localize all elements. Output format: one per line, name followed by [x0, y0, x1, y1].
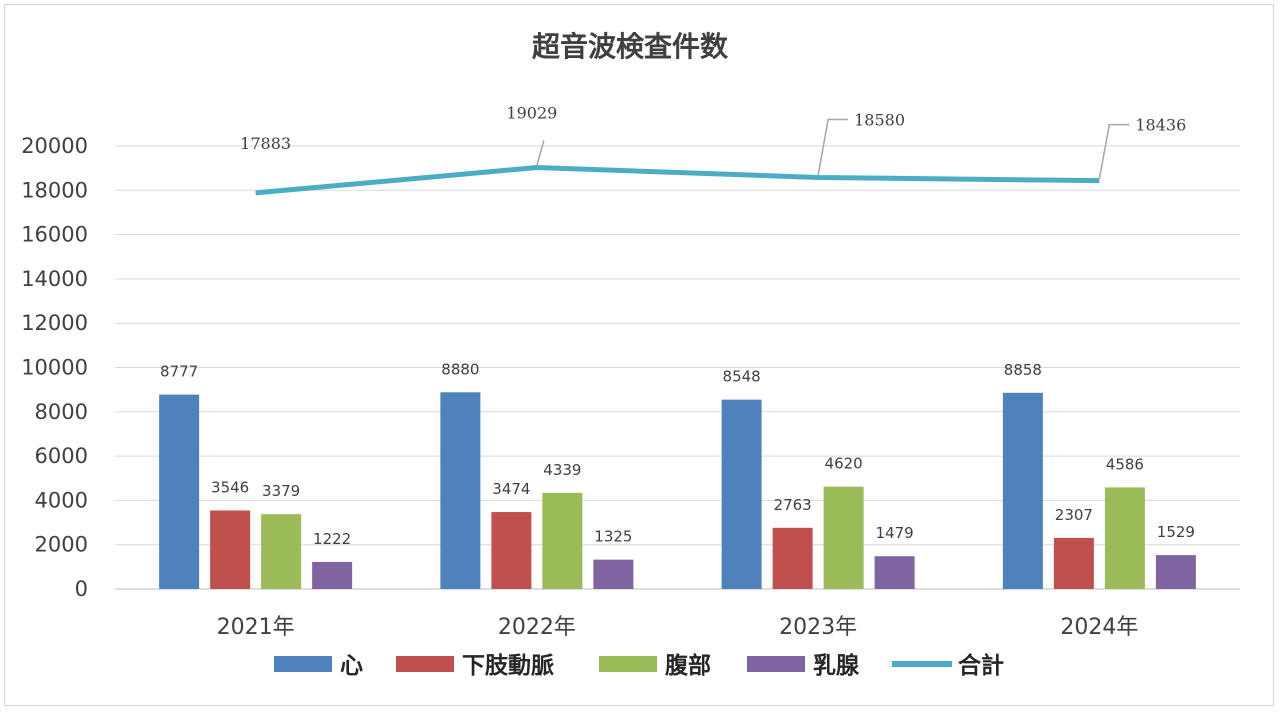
total-series-line	[255, 165, 1100, 196]
x-tick-label: 2023年	[779, 615, 857, 640]
bar-0-0	[159, 394, 200, 589]
y-tick-label: 20000	[21, 134, 88, 158]
y-tick-label: 10000	[21, 356, 88, 380]
x-axis: 2021年 2022年 2023年 2024年	[217, 615, 1139, 640]
bar-value-label: 3474	[492, 480, 530, 498]
y-tick-label: 16000	[21, 223, 88, 247]
y-tick-label: 4000	[35, 488, 88, 512]
bar-2-0	[261, 514, 302, 589]
y-tick-label: 18000	[21, 178, 88, 202]
bar-2-3	[1104, 487, 1145, 589]
line-label-leader	[817, 118, 849, 176]
bar-value-label: 4620	[825, 455, 863, 473]
total-value-label: 17883	[240, 134, 291, 153]
bar-2-2	[823, 486, 864, 589]
line-label-leader	[1098, 123, 1130, 179]
bars	[159, 392, 1196, 589]
legend-label: 合計	[958, 652, 1004, 679]
legend: 心 下肢動脈 腹部 乳腺 合計	[274, 652, 1004, 679]
bar-labels: 8777 3546 3379 1222 8880 3474 4339 1325 8548 2763…	[160, 360, 1195, 548]
total-value-label: 19029	[506, 104, 557, 123]
bar-value-label: 1325	[594, 528, 632, 546]
x-tick-label: 2022年	[498, 615, 576, 640]
bar-value-label: 1222	[313, 530, 351, 548]
bar-value-label: 2763	[774, 496, 812, 514]
legend-label: 腹部	[665, 652, 711, 679]
legend-label: 乳腺	[813, 652, 860, 679]
bar-3-1	[593, 559, 634, 589]
bar-value-label: 8777	[160, 363, 198, 381]
x-tick-label: 2021年	[217, 615, 295, 640]
legend-swatch	[274, 656, 332, 672]
legend-label: 心	[340, 653, 363, 679]
bar-value-label: 3546	[211, 478, 249, 496]
bar-value-label: 8548	[723, 368, 761, 386]
bar-1-3	[1053, 537, 1094, 589]
bar-value-label: 4586	[1106, 455, 1144, 473]
y-tick-label: 0	[75, 577, 88, 601]
y-tick-label: 6000	[35, 444, 88, 468]
y-tick-label: 12000	[21, 311, 88, 335]
legend-swatch	[396, 656, 454, 672]
bar-3-2	[874, 556, 915, 589]
bar-value-label: 4339	[543, 461, 581, 479]
bar-1-0	[210, 510, 251, 589]
bar-1-2	[772, 527, 813, 589]
bar-value-label: 2307	[1055, 506, 1093, 524]
bar-value-label: 1529	[1157, 523, 1195, 541]
total-line: 17883 19029 18580 18436	[240, 104, 1186, 196]
y-axis: 0 2000 4000 6000 8000 10000 12000 14000 16000 180…	[21, 134, 88, 601]
legend-swatch	[599, 656, 657, 672]
bar-value-label: 8880	[441, 360, 479, 378]
bar-value-label: 1479	[876, 524, 914, 542]
y-tick-label: 2000	[35, 533, 88, 557]
bar-0-1	[440, 392, 481, 589]
bar-1-1	[491, 512, 532, 589]
bar-0-2	[721, 399, 762, 589]
y-tick-label: 8000	[35, 400, 88, 424]
line-label-leader	[536, 140, 545, 166]
y-tick-label: 14000	[21, 267, 88, 291]
bar-3-0	[312, 561, 353, 589]
bar-value-label: 3379	[262, 482, 300, 500]
total-value-label: 18580	[854, 110, 905, 129]
bar-2-1	[542, 492, 583, 589]
total-value-label: 18436	[1135, 116, 1186, 135]
legend-label: 下肢動脈	[462, 652, 554, 679]
bar-value-label: 8858	[1004, 361, 1042, 379]
bar-3-3	[1155, 555, 1196, 589]
bar-0-3	[1002, 392, 1043, 589]
chart-title: 超音波検査件数	[532, 30, 729, 63]
x-tick-label: 2024年	[1060, 615, 1138, 640]
legend-swatch	[747, 656, 805, 672]
